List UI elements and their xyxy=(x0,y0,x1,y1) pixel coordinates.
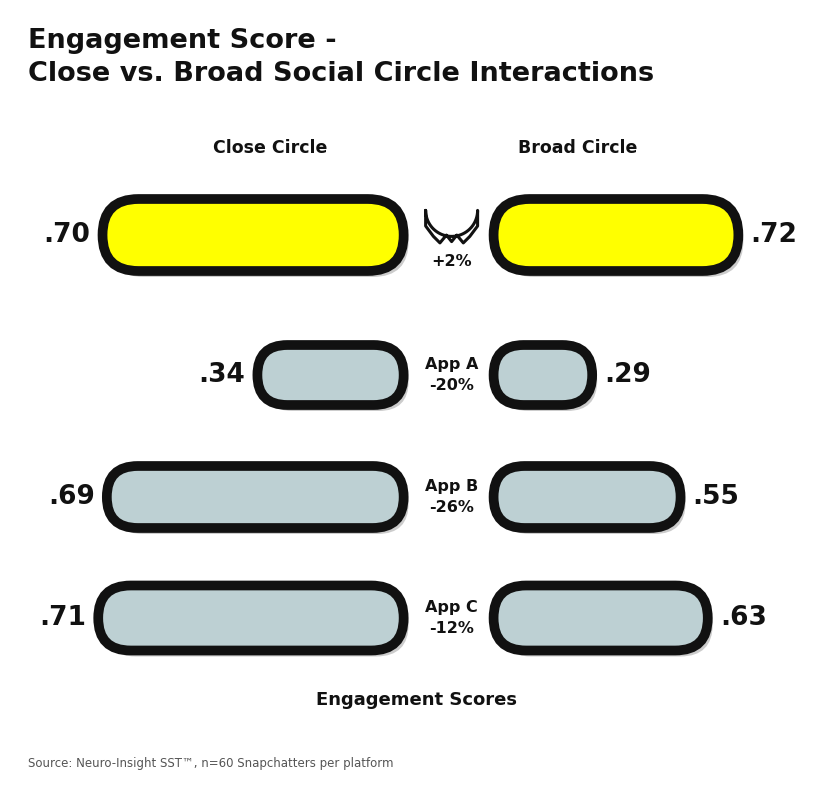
Text: .63: .63 xyxy=(720,605,767,631)
FancyBboxPatch shape xyxy=(99,585,403,651)
Text: App B
-26%: App B -26% xyxy=(425,479,478,515)
Text: Engagement Score -
Close vs. Broad Social Circle Interactions: Engagement Score - Close vs. Broad Socia… xyxy=(28,28,654,87)
Text: .70: .70 xyxy=(43,222,90,248)
FancyBboxPatch shape xyxy=(262,351,408,411)
Text: .72: .72 xyxy=(751,222,797,248)
Text: .29: .29 xyxy=(605,362,651,388)
FancyBboxPatch shape xyxy=(493,345,592,405)
FancyBboxPatch shape xyxy=(498,205,743,277)
Polygon shape xyxy=(426,210,478,243)
FancyBboxPatch shape xyxy=(107,466,403,528)
FancyBboxPatch shape xyxy=(493,585,708,651)
Text: Close Circle: Close Circle xyxy=(213,139,327,157)
FancyBboxPatch shape xyxy=(257,345,403,405)
Text: +2%: +2% xyxy=(432,254,472,269)
Text: .69: .69 xyxy=(48,484,95,510)
FancyBboxPatch shape xyxy=(108,205,408,277)
FancyBboxPatch shape xyxy=(103,199,403,271)
Text: App C
-12%: App C -12% xyxy=(425,600,478,636)
FancyBboxPatch shape xyxy=(498,592,713,656)
FancyBboxPatch shape xyxy=(498,472,686,534)
FancyBboxPatch shape xyxy=(112,472,408,534)
Text: .71: .71 xyxy=(39,605,86,631)
Text: Broad Circle: Broad Circle xyxy=(518,139,637,157)
Text: .34: .34 xyxy=(199,362,245,388)
Text: .55: .55 xyxy=(692,484,740,510)
FancyBboxPatch shape xyxy=(498,351,597,411)
FancyBboxPatch shape xyxy=(493,199,738,271)
FancyBboxPatch shape xyxy=(104,592,408,656)
Text: Source: Neuro-Insight SST™, n=60 Snapchatters per platform: Source: Neuro-Insight SST™, n=60 Snapcha… xyxy=(28,756,393,770)
Text: App A
-20%: App A -20% xyxy=(425,357,478,393)
Text: Engagement Scores: Engagement Scores xyxy=(316,691,517,709)
FancyBboxPatch shape xyxy=(493,466,681,528)
